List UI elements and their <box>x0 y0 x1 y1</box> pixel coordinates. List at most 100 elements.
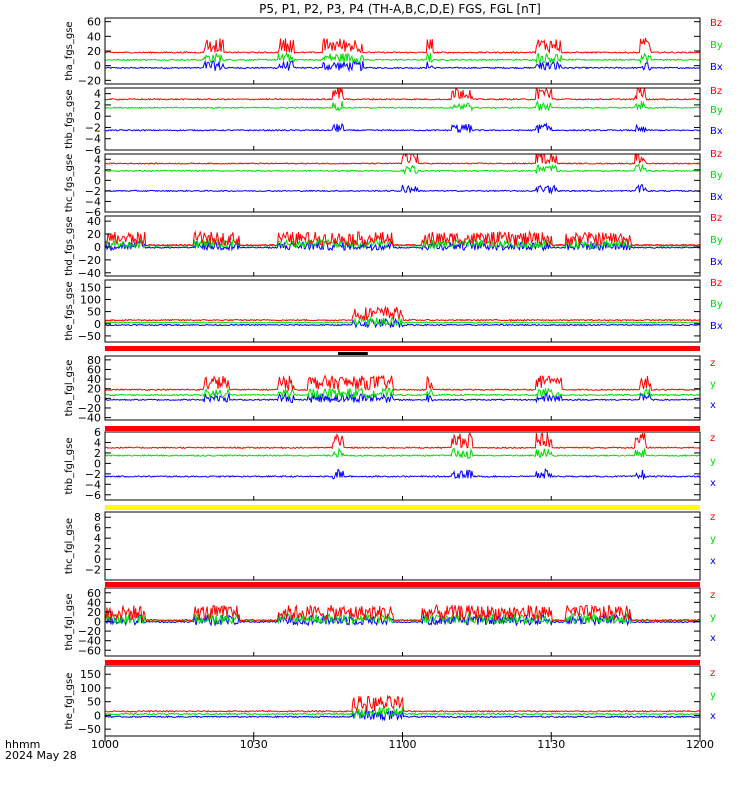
legend-Bx: Bx <box>710 192 723 203</box>
legend-z: z <box>710 590 715 601</box>
y-tick-label: −2 <box>85 121 101 134</box>
legend-Bz: Bz <box>710 86 722 97</box>
mode-bar <box>105 346 700 351</box>
y-tick-label: −6 <box>85 489 101 502</box>
legend-x: x <box>710 711 716 722</box>
black-mode-bar <box>338 352 368 355</box>
y-tick-label: 0 <box>94 318 101 331</box>
y-tick-label: 8 <box>94 511 101 524</box>
series-y-thc_fgs_gse <box>105 163 700 175</box>
y-axis-label: thd_fgs_gse <box>64 216 75 275</box>
y-tick-label: 2 <box>94 543 101 556</box>
y-tick-label: −4 <box>85 133 101 146</box>
y-tick-label: 20 <box>87 228 101 241</box>
y-tick-label: −20 <box>78 625 101 638</box>
legend-y: y <box>710 534 716 545</box>
y-tick-label: 0 <box>94 616 101 629</box>
legend-By: By <box>710 235 723 246</box>
y-tick-label: 60 <box>87 16 101 29</box>
series-z-thd_fgl_gse <box>105 604 700 622</box>
y-tick-label: 0 <box>94 60 101 73</box>
legend-Bx: Bx <box>710 321 723 332</box>
panel-frame <box>104 153 701 213</box>
y-tick-label: 50 <box>87 306 101 319</box>
legend-Bx: Bx <box>710 126 723 137</box>
legend-Bz: Bz <box>710 18 722 29</box>
legend-z: z <box>710 512 715 523</box>
legend-x: x <box>710 556 716 567</box>
y-tick-label: −6 <box>85 206 101 219</box>
mode-bar <box>105 582 700 587</box>
legend-By: By <box>710 170 723 181</box>
x-tick-label: 1000 <box>91 738 119 751</box>
panel-thc_fgs_gse: 420−2−4−6 thc_fgs_gse Bz By Bx <box>64 149 723 219</box>
legend-x: x <box>710 400 716 411</box>
x-tick-label: 1100 <box>389 738 417 751</box>
x-axis-label-hhmm: hhmm <box>5 738 40 751</box>
y-tick-label: 4 <box>94 436 101 449</box>
legend-By: By <box>710 40 723 51</box>
y-tick-label: 40 <box>87 596 101 609</box>
y-tick-label: 40 <box>87 373 101 386</box>
panel-thb_fgs_gse: 420−2−4−6 thb_fgs_gse Bz By Bx <box>64 86 723 157</box>
legend-Bz: Bz <box>710 149 722 160</box>
legend-y: y <box>710 456 716 467</box>
y-tick-label: 0 <box>94 110 101 123</box>
y-axis-label: thc_fgl_gse <box>64 518 75 574</box>
y-tick-label: 40 <box>87 215 101 228</box>
series-x-thb_fgs_gse <box>105 122 700 134</box>
series-z-thd_fgs_gse <box>105 229 700 247</box>
legend-x: x <box>710 633 716 644</box>
x-tick-label: 1030 <box>240 738 268 751</box>
y-axis-label: the_fgl_gse <box>64 673 75 730</box>
y-tick-label: 0 <box>94 392 101 405</box>
y-tick-label: −2 <box>85 564 101 577</box>
y-axis-label: thd_fgl_gse <box>64 594 75 651</box>
y-axis-label: thb_fgl_gse <box>64 438 75 495</box>
legend-y: y <box>710 612 716 623</box>
series-y-thd_fgl_gse <box>105 611 700 626</box>
legend-y: y <box>710 379 716 390</box>
y-tick-label: −2 <box>85 185 101 198</box>
y-axis-label: tha_fgs_gse <box>64 21 75 80</box>
y-tick-label: 0 <box>94 241 101 254</box>
y-tick-label: −50 <box>78 330 101 343</box>
series-z-thb_fgl_gse <box>105 432 700 450</box>
mode-bar <box>105 505 700 510</box>
series-z-tha_fgl_gse <box>105 374 700 392</box>
legend-Bz: Bz <box>710 213 722 224</box>
legend-y: y <box>710 690 716 701</box>
series-x-tha_fgl_gse <box>105 391 700 404</box>
y-tick-label: 80 <box>87 354 101 367</box>
series-x-the_fgs_gse <box>105 317 700 329</box>
series-x-thc_fgs_gse <box>105 184 700 195</box>
legend-Bz: Bz <box>710 278 722 289</box>
legend-By: By <box>710 299 723 310</box>
y-tick-label: 40 <box>87 30 101 43</box>
y-tick-label: 2 <box>94 99 101 112</box>
y-tick-label: −40 <box>78 412 101 425</box>
legend-Bx: Bx <box>710 62 723 73</box>
y-tick-label: −4 <box>85 478 101 491</box>
series-z-the_fgs_gse <box>105 305 700 322</box>
x-tick-label: 1200 <box>686 738 714 751</box>
y-axis-label: thb_fgs_gse <box>64 89 75 148</box>
series-y-the_fgs_gse <box>105 315 700 327</box>
y-tick-label: 0 <box>94 174 101 187</box>
series-z-thc_fgs_gse <box>105 154 700 165</box>
y-tick-label: −6 <box>85 144 101 157</box>
y-tick-label: 60 <box>87 587 101 600</box>
legend-z: z <box>710 358 715 369</box>
series-y-thb_fgl_gse <box>105 447 700 460</box>
y-tick-label: −40 <box>78 267 101 280</box>
y-tick-label: −20 <box>78 254 101 267</box>
y-tick-label: 150 <box>80 281 101 294</box>
y-tick-label: 20 <box>87 45 101 58</box>
y-tick-label: 150 <box>80 668 101 681</box>
